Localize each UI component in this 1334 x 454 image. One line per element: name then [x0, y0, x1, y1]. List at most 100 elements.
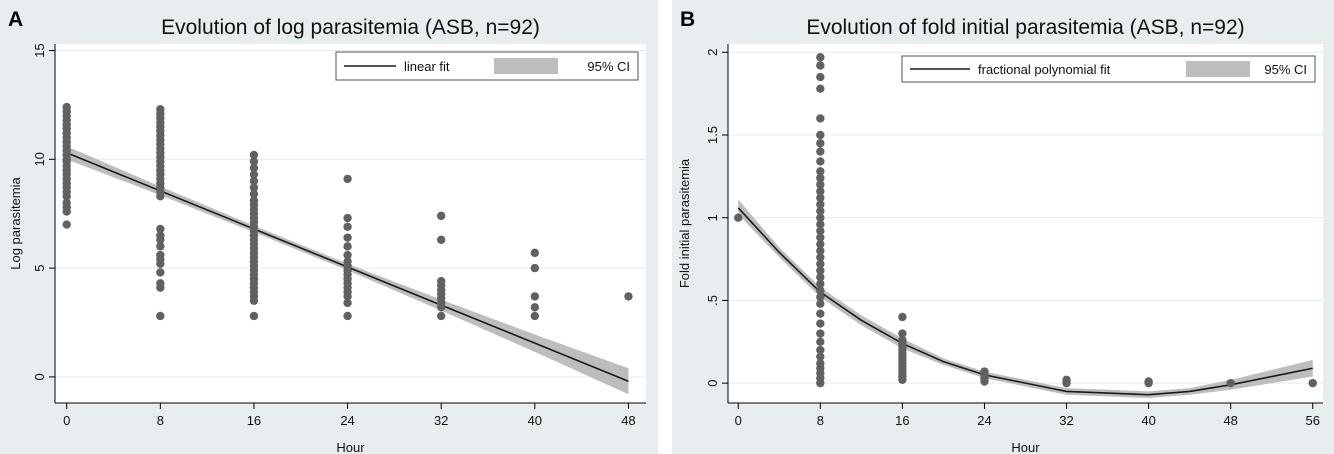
data-point — [1308, 378, 1317, 388]
data-point — [816, 329, 825, 338]
data-point — [436, 235, 446, 245]
y-axis-title: Log parasitemia — [8, 176, 23, 269]
x-axis-title: Hour — [336, 440, 365, 454]
legend-band-swatch — [1186, 61, 1250, 77]
data-point — [816, 246, 825, 255]
legend-label-fit: linear fit — [404, 59, 450, 74]
data-point — [343, 257, 352, 266]
data-point — [156, 250, 165, 260]
data-point — [343, 250, 352, 260]
x-tick-label: 48 — [621, 413, 635, 428]
data-point — [343, 213, 352, 223]
data-point — [816, 180, 825, 189]
x-tick-label: 16 — [247, 413, 261, 428]
data-point — [816, 193, 825, 203]
x-tick-label: 40 — [528, 413, 542, 428]
data-point — [816, 309, 825, 318]
data-point — [249, 170, 259, 179]
legend: fractional polynomial fit 95% CI — [901, 55, 1316, 83]
data-point — [816, 273, 825, 282]
data-point — [436, 211, 446, 221]
y-tick-label: 1 — [705, 214, 720, 221]
y-tick-label: 15 — [32, 43, 47, 57]
panel-label: A — [8, 8, 23, 31]
data-point — [816, 147, 825, 156]
x-tick-label: 8 — [157, 413, 164, 428]
legend-label-fit: fractional polynomial fit — [978, 62, 1111, 77]
data-point — [156, 311, 165, 321]
data-point — [980, 367, 989, 376]
fit-line — [737, 207, 1313, 396]
data-point — [816, 233, 825, 242]
data-point — [343, 311, 352, 321]
data-point — [530, 248, 540, 258]
legend-label-ci: 95% CI — [587, 59, 630, 74]
y-tick-label: 0 — [32, 373, 47, 380]
data-point — [816, 200, 825, 209]
x-tick-label: 48 — [1223, 413, 1237, 428]
y-tick-label: 0 — [705, 380, 720, 387]
data-point — [816, 173, 825, 183]
data-point — [156, 231, 165, 240]
data-point — [898, 335, 907, 345]
x-tick-label: 56 — [1306, 413, 1320, 428]
data-point — [816, 286, 825, 295]
legend-band-swatch — [494, 58, 558, 74]
data-point — [816, 213, 825, 222]
chart-title: Evolution of fold initial parasitemia (A… — [806, 16, 1244, 39]
data-point — [249, 189, 259, 199]
data-point — [816, 319, 825, 328]
data-point — [156, 279, 165, 288]
data-point — [816, 187, 825, 196]
data-point — [816, 259, 825, 269]
data-point — [816, 139, 825, 148]
data-point — [1226, 378, 1235, 388]
data-point — [156, 224, 165, 234]
data-point — [816, 114, 825, 123]
data-point — [816, 266, 825, 275]
data-point — [816, 337, 825, 346]
x-tick-label: 0 — [735, 413, 742, 428]
data-point — [816, 53, 825, 62]
y-tick-label: 5 — [32, 264, 47, 271]
data-point — [816, 206, 825, 216]
data-point — [816, 352, 825, 361]
data-point — [249, 311, 259, 321]
y-tick-label: 10 — [32, 152, 47, 166]
x-axis-title: Hour — [1011, 440, 1040, 454]
data-point — [343, 298, 352, 308]
data-point — [1144, 377, 1153, 386]
data-point — [816, 130, 825, 140]
legend-label-ci: 95% CI — [1264, 62, 1307, 77]
data-point — [62, 220, 71, 229]
y-tick-label: 2 — [705, 49, 720, 56]
data-point — [249, 150, 259, 160]
data-point — [530, 292, 540, 301]
data-point — [898, 312, 907, 322]
data-point — [898, 329, 907, 338]
data-point — [156, 105, 165, 114]
x-tick-label: 24 — [977, 413, 991, 428]
data-point — [343, 222, 352, 231]
panel-label: B — [680, 8, 695, 31]
data-point — [62, 102, 71, 112]
data-point — [816, 239, 825, 249]
data-point — [249, 176, 259, 186]
data-point — [530, 263, 540, 273]
x-tick-label: 8 — [817, 413, 824, 428]
data-point — [816, 167, 825, 176]
data-point — [816, 220, 825, 229]
data-point — [249, 196, 259, 205]
data-point — [249, 163, 259, 173]
data-point — [436, 311, 446, 321]
chart-panel-b: 0 8 16 24 32 40 48 56 0 .5 1 1.5 2 Hour Fold initial p… — [672, 0, 1334, 454]
data-point — [624, 292, 633, 301]
data-point — [734, 213, 743, 222]
y-axis-title: Fold initial parasitemia — [677, 158, 692, 288]
y-tick-label: 1.5 — [705, 126, 720, 144]
data-point — [816, 292, 825, 302]
data-point — [156, 242, 165, 251]
data-point — [816, 359, 825, 368]
